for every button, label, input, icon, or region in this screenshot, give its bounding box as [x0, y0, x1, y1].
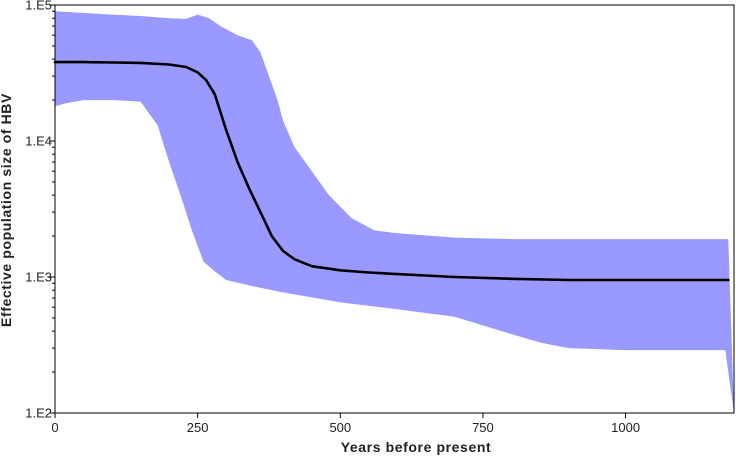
- x-tick-label: 0: [51, 420, 58, 435]
- median-line: [53, 60, 730, 282]
- plot-area: [53, 11, 734, 413]
- x-tick-label: 1000: [611, 420, 640, 435]
- hpd-band: [55, 11, 734, 413]
- x-tick-label: 500: [329, 420, 351, 435]
- y-tick-label: 1.E5: [25, 0, 52, 13]
- y-tick-label: 1.E4: [25, 134, 52, 149]
- axes: 0 250 500 750 1000 1.E2 1.E3 1.E4 1.E5: [25, 0, 735, 435]
- y-tick-label: 1.E2: [25, 406, 52, 421]
- x-tick-label: 250: [187, 420, 209, 435]
- plot-frame: [54, 4, 735, 414]
- y-axis-title: Effective population size of HBV: [0, 93, 14, 327]
- x-axis-title: Years before present: [341, 439, 492, 455]
- x-tick-label: 750: [472, 420, 494, 435]
- y-tick-label: 1.E3: [25, 270, 52, 285]
